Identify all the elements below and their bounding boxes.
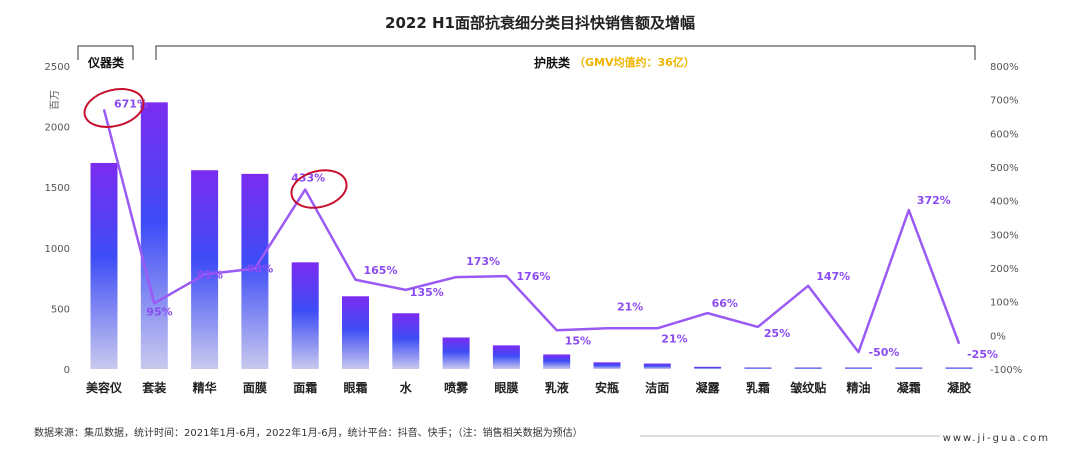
growth-data-label: 173% — [466, 255, 500, 268]
growth-data-label: 21% — [617, 300, 643, 313]
y-left-tick-label: 1500 — [45, 183, 70, 194]
bar — [593, 362, 621, 369]
x-category-label: 安瓶 — [595, 380, 619, 395]
bar — [945, 367, 973, 369]
x-category-label: 套装 — [141, 380, 166, 395]
growth-data-label: 372% — [917, 194, 951, 207]
y-right-tick-label: 800% — [990, 62, 1019, 73]
y-right-tick-label: 300% — [990, 230, 1019, 241]
bar — [241, 173, 269, 369]
growth-data-label: 147% — [816, 270, 850, 283]
group-label-skincare: 护肤类 — [534, 55, 571, 70]
growth-data-label: 95% — [146, 305, 172, 318]
bar — [694, 366, 722, 369]
bar — [794, 367, 822, 369]
growth-data-label: 433% — [291, 172, 325, 185]
growth-data-label: 15% — [565, 334, 591, 347]
bar — [543, 354, 571, 369]
growth-data-label: 165% — [364, 264, 398, 277]
growth-data-label: 671% — [114, 97, 148, 110]
group-note-skincare: （GMV均值约：36亿） — [574, 55, 695, 69]
x-category-label: 精华 — [193, 380, 217, 395]
x-category-label: 洁面 — [645, 380, 669, 395]
x-category-label: 喷雾 — [444, 380, 469, 395]
group-bracket-skincare — [155, 45, 976, 60]
x-category-label: 面膜 — [243, 380, 267, 395]
y-right-tick-label: 500% — [990, 163, 1019, 174]
y-left-tick-label: 0 — [64, 365, 70, 376]
y-right-tick-label: 100% — [990, 298, 1019, 309]
x-category-label: 眼霜 — [343, 381, 367, 395]
bar — [342, 296, 369, 369]
y-unit-label: 百万 — [49, 90, 61, 110]
y-right-tick-label: -100% — [990, 365, 1022, 376]
y-right-tick-label: 400% — [990, 197, 1019, 208]
bar — [90, 162, 118, 369]
x-category-label: 凝露 — [696, 380, 721, 395]
bar — [392, 313, 420, 369]
growth-data-label: 176% — [516, 270, 550, 283]
growth-line — [102, 109, 961, 354]
bar — [845, 367, 872, 369]
highlight-circle — [83, 88, 145, 128]
x-category-label: 凝霜 — [897, 380, 921, 395]
x-category-label: 凝胶 — [947, 380, 971, 395]
bar — [191, 170, 219, 369]
growth-data-label: 66% — [712, 297, 738, 310]
bar — [442, 337, 470, 369]
y-left-tick-label: 1000 — [45, 244, 70, 255]
data-source: 数据来源：集瓜数据，统计时间：2021年1月-6月，2022年1月-6月，统计平… — [34, 426, 583, 439]
x-category-label: 面霜 — [293, 381, 317, 395]
y-right-tick-label: 0% — [990, 331, 1006, 342]
bar — [291, 262, 319, 369]
x-category-label: 乳液 — [545, 380, 569, 395]
y-left-tick-label: 2000 — [45, 123, 70, 134]
y-right-tick-label: 600% — [990, 129, 1019, 140]
y-left-tick-label: 500 — [51, 304, 70, 315]
x-category-label: 眼膜 — [494, 380, 518, 395]
y-left-tick-label: 2500 — [45, 62, 70, 73]
growth-data-label: 81% — [197, 268, 223, 281]
chart-title: 2022 H1面部抗衰细分类目抖快销售额及增幅 — [385, 14, 695, 32]
bar — [643, 363, 671, 369]
group-label-instrument: 仪器类 — [87, 55, 125, 70]
bar — [744, 367, 772, 369]
growth-data-label: 135% — [410, 286, 444, 299]
bar — [492, 345, 520, 369]
website: www.ji-gua.com — [943, 433, 1050, 444]
x-category-label: 美容仪 — [86, 380, 123, 395]
growth-data-label: 25% — [764, 327, 790, 340]
growth-data-label: -25% — [967, 348, 998, 361]
bar — [895, 367, 923, 369]
x-category-label: 皱纹贴 — [789, 380, 826, 395]
growth-data-label: 21% — [661, 332, 687, 345]
x-category-label: 精油 — [846, 380, 870, 395]
y-right-tick-label: 200% — [990, 264, 1019, 275]
y-right-tick-label: 700% — [990, 96, 1019, 107]
growth-data-label: 98% — [247, 263, 273, 276]
growth-data-label: -50% — [869, 346, 900, 359]
x-category-label: 水 — [400, 380, 413, 395]
highlight-circle — [290, 169, 348, 209]
bar — [140, 102, 168, 370]
x-category-label: 乳霜 — [746, 380, 770, 395]
group-bracket-instrument — [77, 45, 134, 60]
